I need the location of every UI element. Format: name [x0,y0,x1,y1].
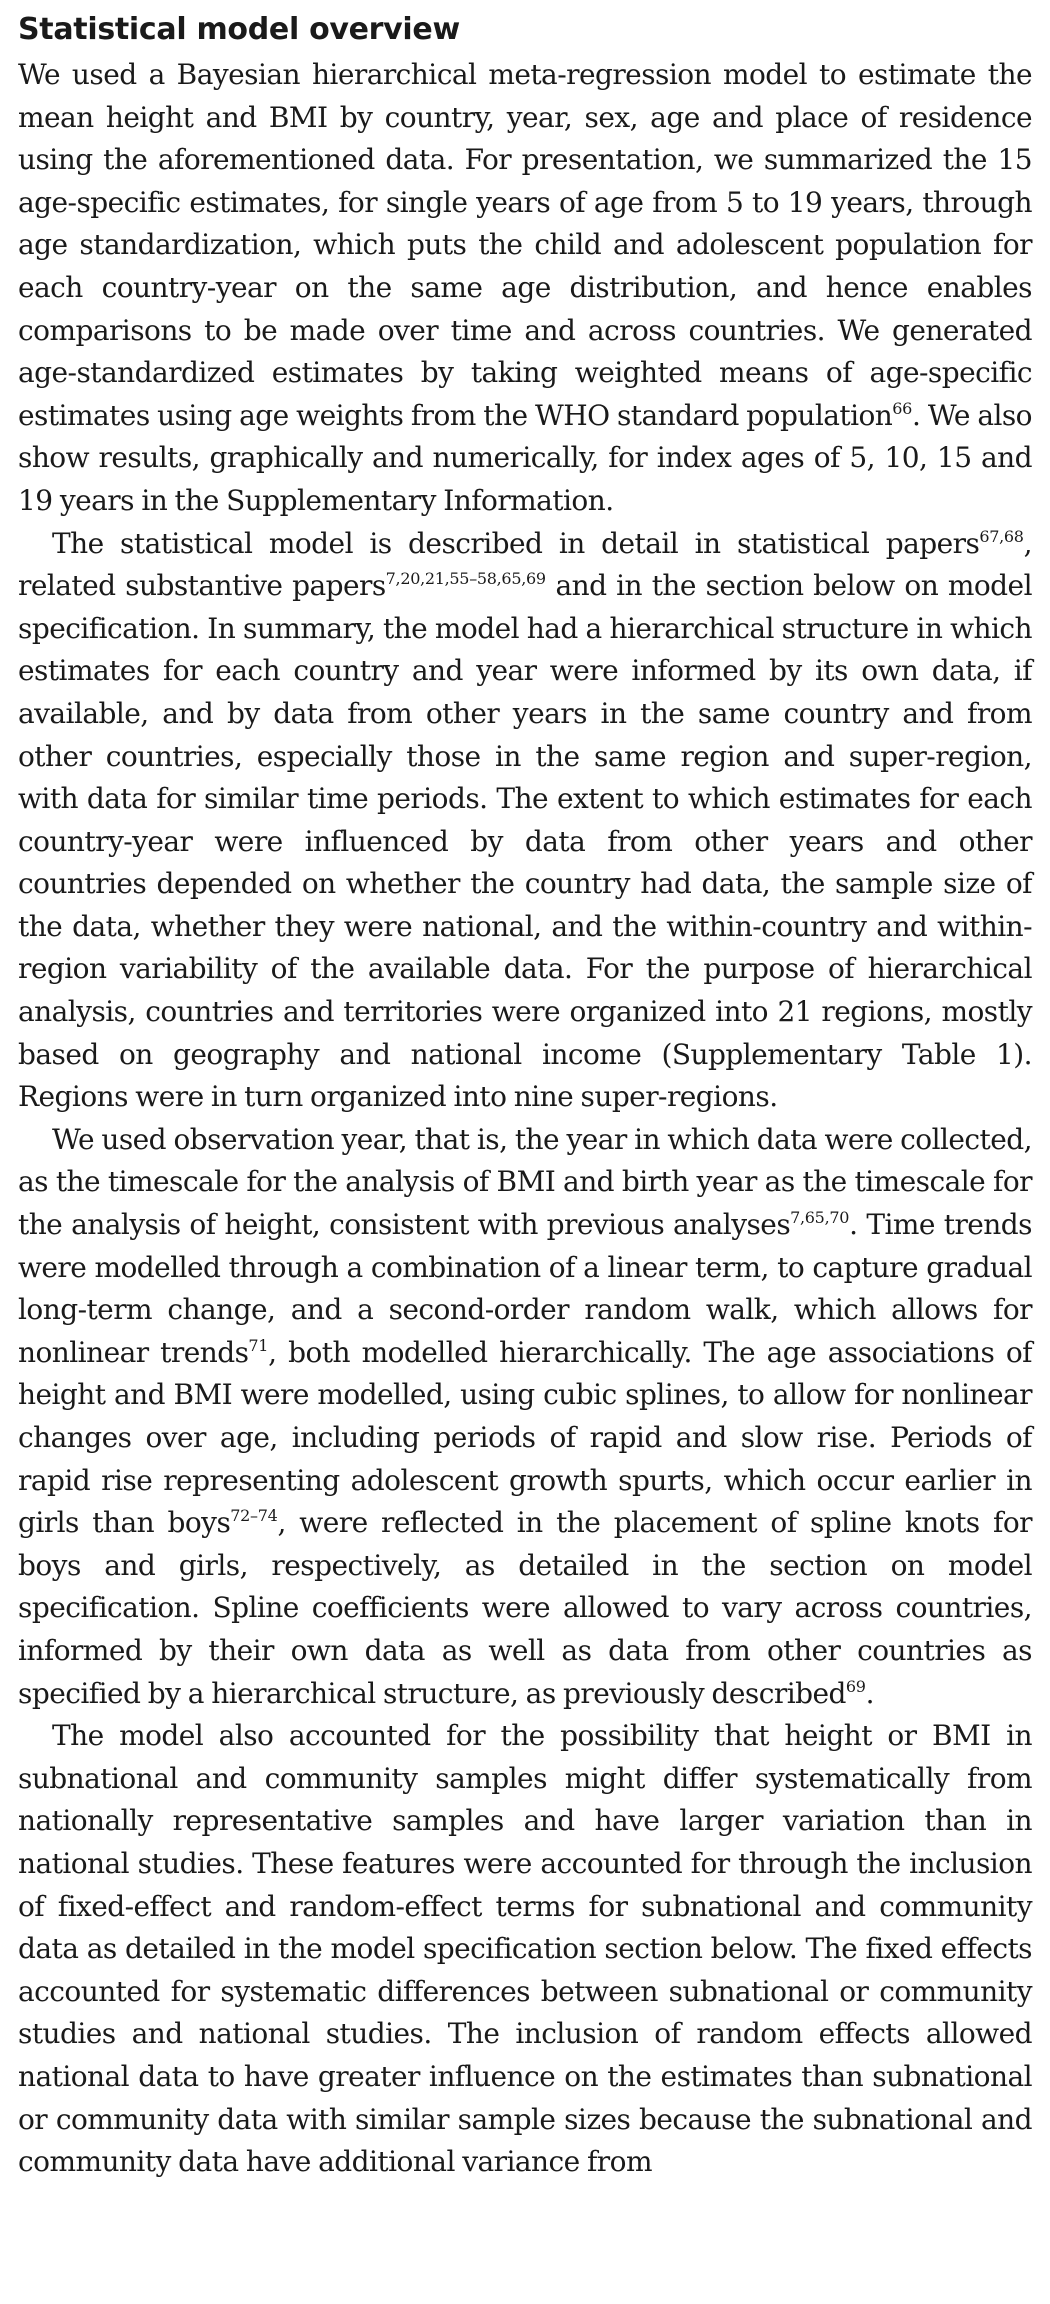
section-body: We used a Bayesian hierarchical meta-reg… [18,54,1033,2184]
citation-superscript: 7,20,21,55–58,65,69 [385,569,546,589]
citation-superscript: 67,68 [979,526,1024,546]
section-title: Statistical model overview [18,12,460,47]
paragraph-1: We used a Bayesian hierarchical meta-reg… [18,54,1033,523]
paragraph-3: We used observation year, that is, the y… [18,1119,1033,1715]
paragraph-2: The statistical model is described in de… [18,523,1033,1119]
page: Statistical model overview We used a Bay… [18,10,1033,2184]
text-run: The model also accounted for the possibi… [18,1719,1033,2179]
citation-superscript: 72–74 [230,1506,278,1526]
text-run: We used a Bayesian hierarchical meta-reg… [18,58,1033,432]
text-run: , related substantive papers [18,526,1033,603]
text-run: and in the section below on model specif… [18,569,1033,1114]
text-run: We used observation year, that is, the y… [18,1122,1033,1242]
text-run: , both modelled hierarchically. The age … [18,1335,1033,1540]
text-run: . We also show results, graphically and … [18,398,1033,517]
citation-superscript: 7,65,70 [790,1208,850,1228]
text-run: . [865,1676,875,1710]
paragraph-4: The model also accounted for the possibi… [18,1715,1033,2184]
citation-superscript: 69 [845,1676,866,1696]
text-run: . Time trends were modelled through a co… [18,1208,1033,1369]
text-run: The statistical model is described in de… [52,526,980,560]
citation-superscript: 71 [248,1335,269,1355]
text-run: , were reflected in the place­ment of sp… [18,1506,1033,1710]
citation-superscript: 66 [892,398,913,418]
